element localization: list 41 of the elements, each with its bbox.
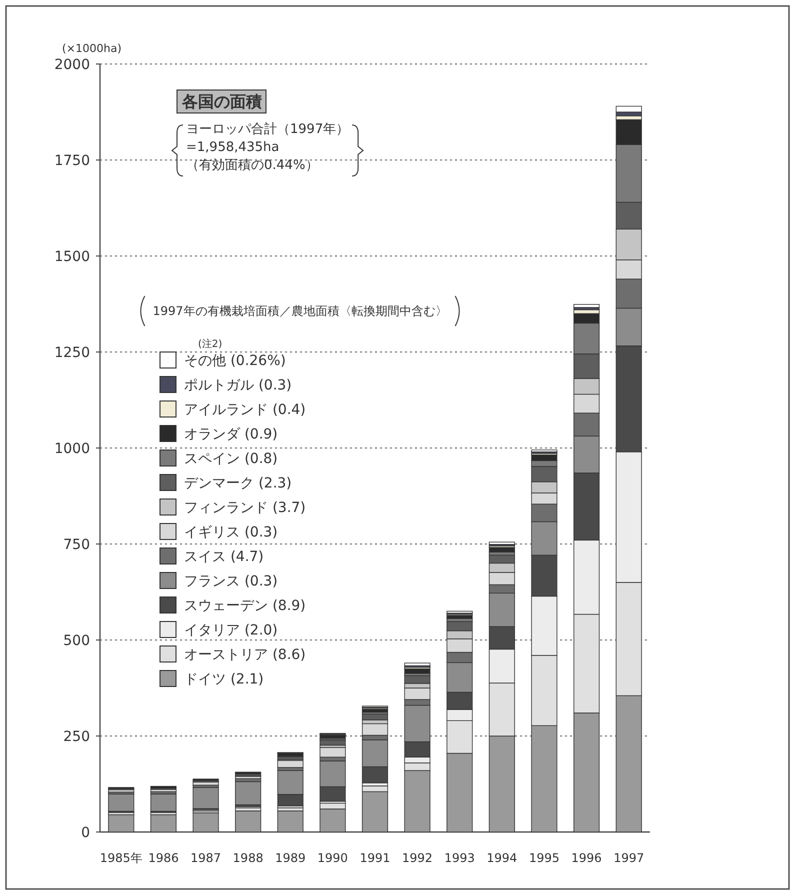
legend-label: スウェーデン (8.9) [184, 598, 306, 614]
y-tick-label: 500 [63, 633, 90, 649]
legend-label: イギリス (0.3) [184, 524, 278, 540]
legend-label: スイス (4.7) [184, 549, 264, 565]
legend-label: オーストリア (8.6) [184, 647, 306, 663]
legend-label: スペイン (0.8) [184, 451, 278, 467]
x-tick-label: 1986 [148, 851, 179, 865]
x-tick-label: 1991 [360, 851, 390, 865]
x-tick-label: 1992 [402, 851, 433, 865]
x-tick-label: 1990 [317, 851, 348, 865]
legend-label: オランダ (0.9) [184, 426, 278, 442]
legend-label: アイルランド (0.4) [184, 402, 306, 418]
y-axis-title: (×1000ha) [62, 42, 122, 55]
annotation: (注2) [198, 338, 222, 350]
y-tick-label: 250 [63, 729, 90, 745]
x-tick-label: 1985年 [100, 851, 142, 865]
x-tick-label: 1994 [486, 851, 518, 865]
legend-label: フィンランド (3.7) [184, 500, 306, 516]
y-tick-label: 1500 [54, 249, 90, 265]
text: 各国の面積 [181, 92, 262, 111]
y-tick-label: 1250 [54, 345, 90, 361]
legend-label: フランス (0.3) [184, 574, 278, 590]
y-tick-label: 750 [63, 537, 90, 553]
y-tick-label: 0 [81, 825, 90, 841]
legend-label: ドイツ (2.1) [184, 672, 264, 688]
legend-label: その他 (0.26%) [184, 353, 286, 369]
y-tick-label: 1000 [54, 441, 90, 457]
x-tick-label: 1993 [444, 851, 475, 865]
legend-label: ポルトガル (0.3) [184, 378, 292, 394]
x-tick-label: 1995 [528, 851, 560, 865]
x-tick-label: 1988 [232, 851, 264, 865]
x-tick-label: 1997 [614, 851, 644, 865]
legend-label: デンマーク (2.3) [184, 476, 292, 492]
legend-title: 1997年の有機栽培面積／農地面積〈転換期間中含む〉 [152, 304, 448, 318]
legend-label: イタリア (2.0) [184, 622, 278, 638]
y-tick-label: 2000 [54, 57, 90, 73]
x-tick-label: 1996 [571, 851, 602, 865]
annotation: ヨーロッパ合計（1997年） =1,958,435ha （有効面積の0.44%） [186, 122, 350, 173]
x-tick-label: 1989 [275, 851, 306, 865]
y-tick-label: 1750 [54, 153, 90, 169]
x-tick-label: 1987 [190, 851, 222, 865]
